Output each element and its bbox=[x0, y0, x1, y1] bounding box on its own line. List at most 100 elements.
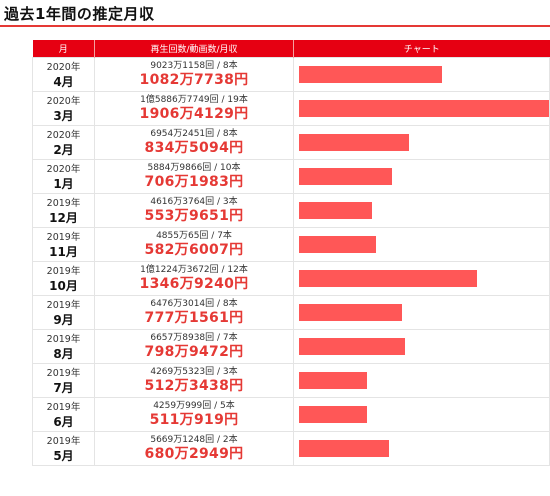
year-label: 2019年 bbox=[46, 299, 81, 311]
chart-cell bbox=[293, 261, 550, 296]
table-row: 2020年 4月 9023万1158回 / 8本 1082万7738円 bbox=[32, 57, 550, 92]
year-label: 2019年 bbox=[46, 265, 81, 277]
table-row: 2019年 8月 6657万8938回 / 7本 798万9472円 bbox=[32, 329, 550, 364]
month-cell: 2019年 7月 bbox=[32, 363, 95, 398]
title-underline bbox=[0, 25, 550, 27]
chart-cell bbox=[293, 91, 550, 126]
views-videos-text: 1億5886万7749回 / 19本 bbox=[140, 95, 248, 105]
views-videos-text: 5669万1248回 / 2本 bbox=[150, 435, 238, 445]
views-videos-text: 1億1224万3672回 / 12本 bbox=[140, 265, 248, 275]
month-label: 3月 bbox=[53, 108, 74, 123]
month-cell: 2019年 6月 bbox=[32, 397, 95, 432]
income-amount: 511万919円 bbox=[149, 412, 239, 428]
table-row: 2020年 3月 1億5886万7749回 / 19本 1906万4129円 bbox=[32, 91, 550, 126]
income-bar bbox=[299, 338, 405, 355]
year-label: 2019年 bbox=[46, 333, 81, 345]
header-stats: 再生回数/動画数/月収 bbox=[94, 40, 294, 58]
income-amount: 798万9472円 bbox=[144, 344, 244, 360]
views-videos-text: 4616万3764回 / 3本 bbox=[150, 197, 238, 207]
income-bar bbox=[299, 304, 402, 321]
chart-cell bbox=[293, 329, 550, 364]
stats-cell: 6657万8938回 / 7本 798万9472円 bbox=[94, 329, 294, 364]
monthly-income-table: 月 再生回数/動画数/月収 チャート 2020年 4月 9023万1158回 /… bbox=[32, 40, 550, 466]
year-label: 2019年 bbox=[46, 231, 81, 243]
table-row: 2019年 5月 5669万1248回 / 2本 680万2949円 bbox=[32, 431, 550, 466]
table-row: 2019年 12月 4616万3764回 / 3本 553万9651円 bbox=[32, 193, 550, 228]
month-label: 6月 bbox=[53, 414, 74, 429]
table-row: 2020年 1月 5884万9866回 / 10本 706万1983円 bbox=[32, 159, 550, 194]
income-amount: 834万5094円 bbox=[144, 140, 244, 156]
month-label: 4月 bbox=[53, 74, 74, 89]
chart-cell bbox=[293, 397, 550, 432]
month-cell: 2020年 4月 bbox=[32, 57, 95, 92]
year-label: 2019年 bbox=[46, 435, 81, 447]
views-videos-text: 4269万5323回 / 3本 bbox=[150, 367, 238, 377]
income-amount: 777万1561円 bbox=[144, 310, 244, 326]
income-bar bbox=[299, 406, 367, 423]
header-chart: チャート bbox=[293, 40, 550, 58]
table-row: 2019年 9月 6476万3014回 / 8本 777万1561円 bbox=[32, 295, 550, 330]
month-label: 2月 bbox=[53, 142, 74, 157]
income-bar bbox=[299, 66, 442, 83]
month-cell: 2020年 3月 bbox=[32, 91, 95, 126]
stats-cell: 6954万2451回 / 8本 834万5094円 bbox=[94, 125, 294, 160]
income-amount: 706万1983円 bbox=[144, 174, 244, 190]
month-cell: 2019年 5月 bbox=[32, 431, 95, 466]
year-label: 2019年 bbox=[46, 401, 81, 413]
table-row: 2019年 11月 4855万65回 / 7本 582万6007円 bbox=[32, 227, 550, 262]
month-cell: 2019年 11月 bbox=[32, 227, 95, 262]
income-bar bbox=[299, 236, 376, 253]
views-videos-text: 6476万3014回 / 8本 bbox=[150, 299, 238, 309]
stats-cell: 1億5886万7749回 / 19本 1906万4129円 bbox=[94, 91, 294, 126]
table-row: 2019年 6月 4259万999回 / 5本 511万919円 bbox=[32, 397, 550, 432]
chart-cell bbox=[293, 193, 550, 228]
header-month: 月 bbox=[32, 40, 95, 58]
stats-cell: 9023万1158回 / 8本 1082万7738円 bbox=[94, 57, 294, 92]
chart-cell bbox=[293, 363, 550, 398]
month-cell: 2020年 2月 bbox=[32, 125, 95, 160]
stats-cell: 4259万999回 / 5本 511万919円 bbox=[94, 397, 294, 432]
page-title: 過去1年間の推定月収 bbox=[4, 5, 155, 23]
income-amount: 1346万9240円 bbox=[139, 276, 249, 292]
year-label: 2020年 bbox=[46, 163, 81, 175]
month-cell: 2020年 1月 bbox=[32, 159, 95, 194]
income-amount: 582万6007円 bbox=[144, 242, 244, 258]
month-label: 5月 bbox=[53, 448, 74, 463]
income-amount: 680万2949円 bbox=[144, 446, 244, 462]
table-header-row: 月 再生回数/動画数/月収 チャート bbox=[32, 40, 550, 58]
views-videos-text: 4855万65回 / 7本 bbox=[156, 231, 232, 241]
chart-cell bbox=[293, 159, 550, 194]
month-label: 7月 bbox=[53, 380, 74, 395]
stats-cell: 5884万9866回 / 10本 706万1983円 bbox=[94, 159, 294, 194]
stats-cell: 4855万65回 / 7本 582万6007円 bbox=[94, 227, 294, 262]
income-bar bbox=[299, 168, 392, 185]
income-bar bbox=[299, 372, 367, 389]
month-cell: 2019年 12月 bbox=[32, 193, 95, 228]
income-amount: 1082万7738円 bbox=[139, 72, 249, 88]
income-bar bbox=[299, 134, 409, 151]
income-amount: 553万9651円 bbox=[144, 208, 244, 224]
views-videos-text: 6954万2451回 / 8本 bbox=[150, 129, 238, 139]
stats-cell: 6476万3014回 / 8本 777万1561円 bbox=[94, 295, 294, 330]
year-label: 2020年 bbox=[46, 61, 81, 73]
income-amount: 512万3438円 bbox=[144, 378, 244, 394]
stats-cell: 4616万3764回 / 3本 553万9651円 bbox=[94, 193, 294, 228]
stats-cell: 1億1224万3672回 / 12本 1346万9240円 bbox=[94, 261, 294, 296]
chart-cell bbox=[293, 125, 550, 160]
stats-cell: 5669万1248回 / 2本 680万2949円 bbox=[94, 431, 294, 466]
month-label: 8月 bbox=[53, 346, 74, 361]
month-label: 10月 bbox=[49, 278, 78, 293]
chart-cell bbox=[293, 295, 550, 330]
income-bar bbox=[299, 202, 372, 219]
income-amount: 1906万4129円 bbox=[139, 106, 249, 122]
chart-cell bbox=[293, 227, 550, 262]
table-row: 2019年 7月 4269万5323回 / 3本 512万3438円 bbox=[32, 363, 550, 398]
month-cell: 2019年 10月 bbox=[32, 261, 95, 296]
stats-cell: 4269万5323回 / 3本 512万3438円 bbox=[94, 363, 294, 398]
year-label: 2020年 bbox=[46, 129, 81, 141]
year-label: 2019年 bbox=[46, 197, 81, 209]
month-label: 11月 bbox=[49, 244, 78, 259]
year-label: 2020年 bbox=[46, 95, 81, 107]
income-bar bbox=[299, 100, 549, 117]
month-cell: 2019年 9月 bbox=[32, 295, 95, 330]
